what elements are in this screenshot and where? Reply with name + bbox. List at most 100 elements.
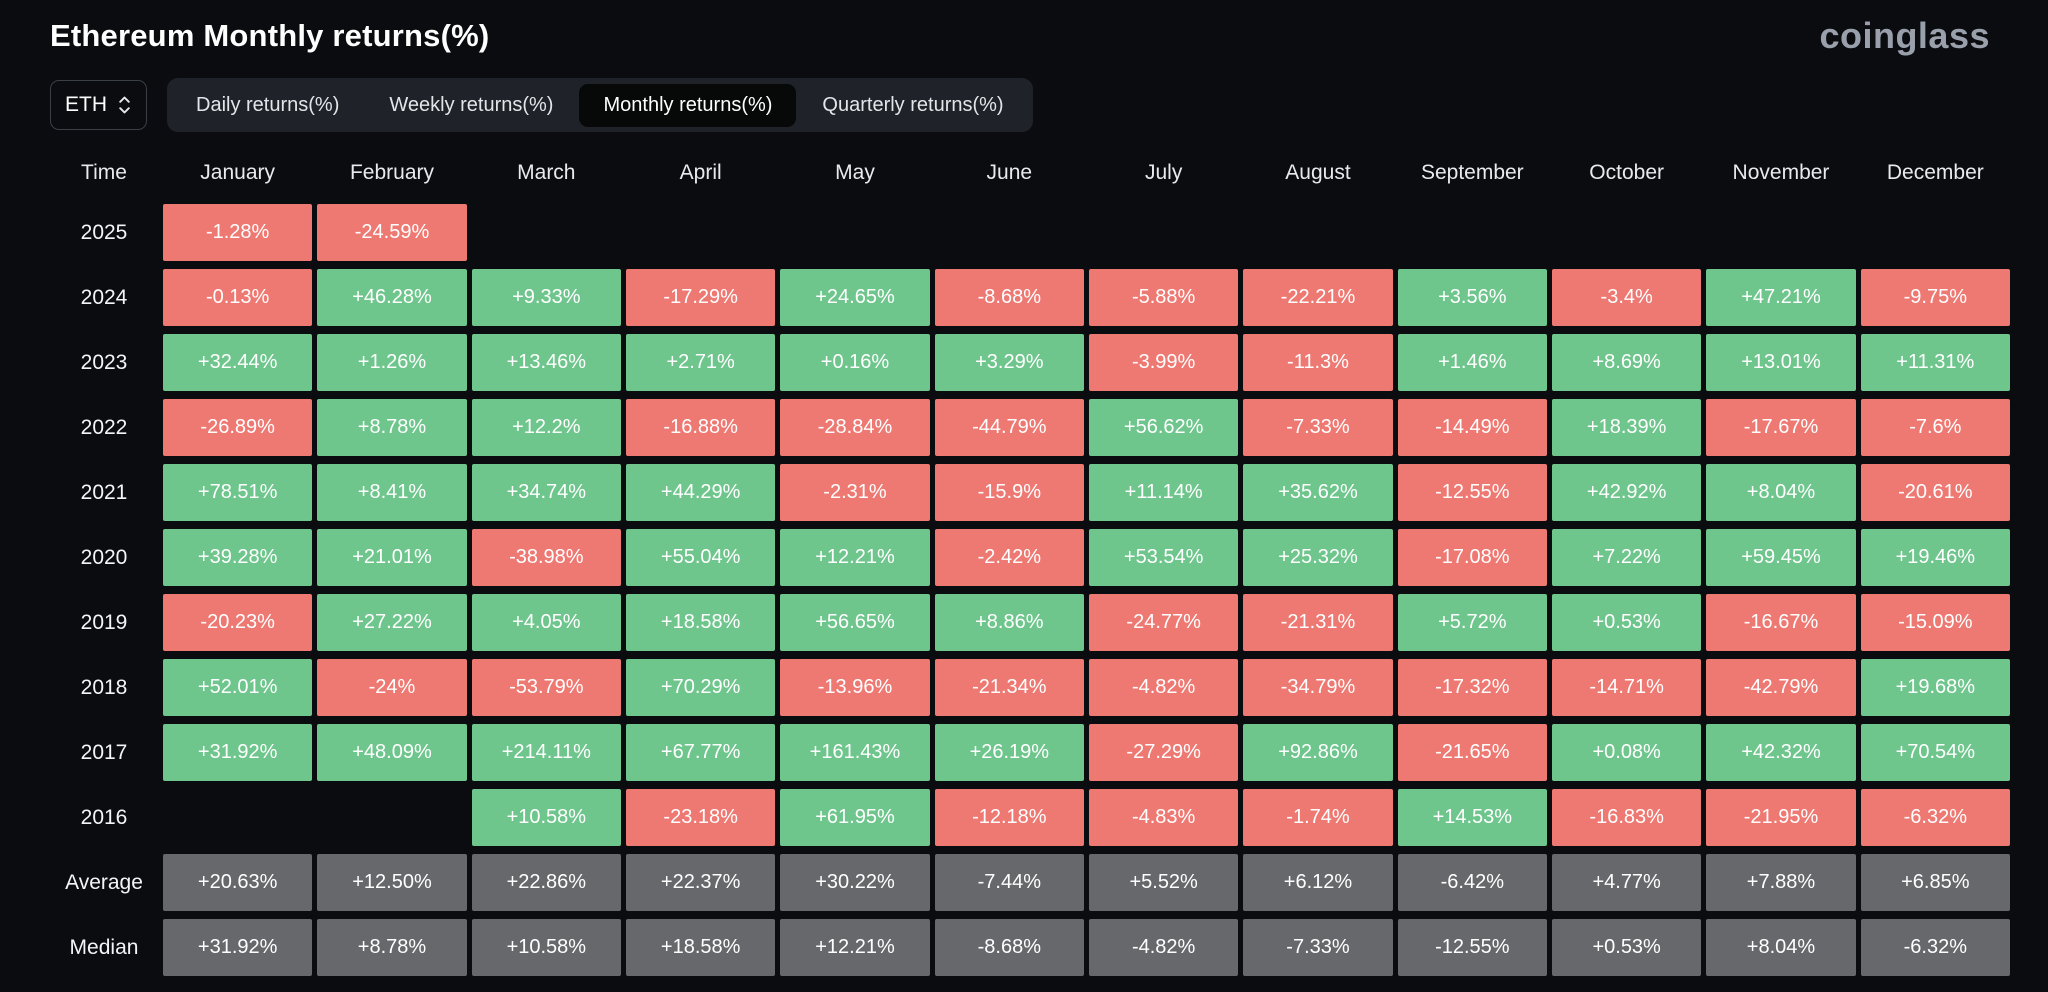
return-cell-2016-november: -21.95%: [1706, 789, 1856, 846]
return-cell-average-november: +7.88%: [1706, 854, 1856, 911]
return-cell-2024-february: +46.28%: [317, 269, 467, 326]
column-header-september: September: [1420, 161, 1524, 184]
return-cell-2021-april: +44.29%: [625, 464, 776, 521]
row-label-2024: 2024: [80, 285, 128, 309]
column-header-august: August: [1285, 161, 1351, 184]
return-cell-2019-december: -15.09%: [1860, 594, 2010, 651]
return-cell-2025-january: -1.28%: [163, 204, 313, 261]
row-label-2021: 2021: [80, 480, 128, 504]
tab-weekly-returns[interactable]: Weekly returns(%): [389, 93, 554, 116]
return-cell-average-february: +12.50%: [317, 854, 467, 911]
return-cell-2020-february: +21.01%: [317, 529, 467, 586]
symbol-select-value: ETH: [65, 93, 107, 116]
return-cell-2018-january: +52.01%: [163, 659, 313, 716]
return-cell-2021-september: -12.55%: [1397, 464, 1547, 521]
return-cell-2016-may: +61.95%: [780, 789, 930, 846]
return-cell-2021-october: +42.92%: [1551, 464, 1702, 521]
return-cell-2024-october: -3.4%: [1551, 269, 1702, 326]
return-cell-2016-march: +10.58%: [471, 789, 621, 846]
return-cell-2021-december: -20.61%: [1860, 464, 2010, 521]
return-cell-2025-july: [1089, 204, 1238, 261]
return-cell-2023-october: +8.69%: [1551, 334, 1702, 391]
row-label-2023: 2023: [80, 350, 128, 374]
return-cell-2023-march: +13.46%: [471, 334, 621, 391]
return-cell-2019-october: +0.53%: [1551, 594, 1702, 651]
column-header-time: Time: [81, 161, 127, 184]
return-cell-median-june: -8.68%: [934, 919, 1084, 976]
column-header-january: January: [200, 161, 276, 184]
return-cell-2018-august: -34.79%: [1243, 659, 1393, 716]
return-cell-2023-january: +32.44%: [163, 334, 313, 391]
return-cell-2024-april: -17.29%: [625, 269, 776, 326]
return-cell-2021-january: +78.51%: [163, 464, 313, 521]
row-label-2022: 2022: [80, 415, 128, 439]
return-cell-2018-october: -14.71%: [1551, 659, 1702, 716]
return-cell-2020-january: +39.28%: [163, 529, 313, 586]
return-cell-median-september: -12.55%: [1397, 919, 1547, 976]
return-cell-2018-may: -13.96%: [780, 659, 930, 716]
monthly-returns-table: Time January February March April May June July…: [50, 150, 2010, 976]
return-cell-2017-april: +67.77%: [625, 724, 776, 781]
return-cell-2020-may: +12.21%: [780, 529, 930, 586]
return-cell-2019-may: +56.65%: [780, 594, 930, 651]
return-cell-2017-may: +161.43%: [780, 724, 930, 781]
return-cell-2019-june: +8.86%: [934, 594, 1084, 651]
return-cell-2019-july: -24.77%: [1088, 594, 1239, 651]
return-cell-2018-june: -21.34%: [934, 659, 1084, 716]
return-cell-median-october: +0.53%: [1551, 919, 1702, 976]
column-header-july: July: [1144, 161, 1183, 184]
return-cell-2018-november: -42.79%: [1706, 659, 1856, 716]
return-cell-2018-july: -4.82%: [1088, 659, 1239, 716]
row-label-average: Average: [65, 870, 143, 894]
return-cell-2018-march: -53.79%: [471, 659, 621, 716]
return-cell-2020-september: -17.08%: [1397, 529, 1547, 586]
return-cell-2023-may: +0.16%: [780, 334, 930, 391]
return-cell-2021-june: -15.9%: [934, 464, 1084, 521]
return-cell-2017-december: +70.54%: [1860, 724, 2010, 781]
return-cell-2023-july: -3.99%: [1088, 334, 1239, 391]
return-cell-2024-july: -5.88%: [1088, 269, 1239, 326]
return-cell-2017-august: +92.86%: [1243, 724, 1393, 781]
row-label-median: Median: [69, 935, 139, 959]
return-cell-2016-june: -12.18%: [934, 789, 1084, 846]
return-cell-2016-december: -6.32%: [1860, 789, 2010, 846]
return-cell-2021-may: -2.31%: [780, 464, 930, 521]
coinglass-logo: coinglass: [1819, 15, 1990, 56]
return-cell-median-july: -4.82%: [1088, 919, 1239, 976]
return-cell-2019-january: -20.23%: [163, 594, 313, 651]
symbol-select[interactable]: ETH: [50, 80, 147, 130]
return-cell-2022-july: +56.62%: [1088, 399, 1239, 456]
tab-daily-returns[interactable]: Daily returns(%): [196, 93, 340, 116]
return-cell-2022-august: -7.33%: [1243, 399, 1393, 456]
return-cell-2018-september: -17.32%: [1397, 659, 1547, 716]
return-cell-median-january: +31.92%: [163, 919, 313, 976]
column-header-february: February: [349, 161, 434, 184]
return-cell-2023-june: +3.29%: [934, 334, 1084, 391]
return-cell-2022-september: -14.49%: [1397, 399, 1547, 456]
column-header-march: March: [517, 161, 576, 184]
return-cell-2025-april: [626, 204, 775, 261]
return-cell-average-august: +6.12%: [1243, 854, 1393, 911]
return-cell-2019-april: +18.58%: [625, 594, 776, 651]
row-label-2016: 2016: [80, 805, 128, 829]
return-cell-2020-april: +55.04%: [625, 529, 776, 586]
return-cell-2016-april: -23.18%: [625, 789, 776, 846]
tab-monthly-returns[interactable]: Monthly returns(%): [579, 83, 797, 127]
return-cell-2019-september: +5.72%: [1397, 594, 1547, 651]
return-cell-2017-september: -21.65%: [1397, 724, 1547, 781]
return-cell-2020-november: +59.45%: [1706, 529, 1856, 586]
return-cell-median-may: +12.21%: [780, 919, 930, 976]
return-cell-median-february: +8.78%: [317, 919, 467, 976]
return-cell-2025-february: -24.59%: [317, 204, 467, 261]
return-cell-2019-august: -21.31%: [1243, 594, 1393, 651]
return-cell-2020-october: +7.22%: [1551, 529, 1702, 586]
return-cell-2024-august: -22.21%: [1243, 269, 1393, 326]
return-cell-2023-february: +1.26%: [317, 334, 467, 391]
top-bar: Ethereum Monthly returns(%) coinglass: [0, 0, 2048, 54]
return-cell-average-july: +5.52%: [1088, 854, 1239, 911]
column-header-june: June: [986, 161, 1033, 184]
tab-quarterly-returns[interactable]: Quarterly returns(%): [822, 93, 1004, 116]
return-cell-2017-july: -27.29%: [1088, 724, 1239, 781]
return-cell-2018-april: +70.29%: [625, 659, 776, 716]
return-cell-2019-march: +4.05%: [471, 594, 621, 651]
